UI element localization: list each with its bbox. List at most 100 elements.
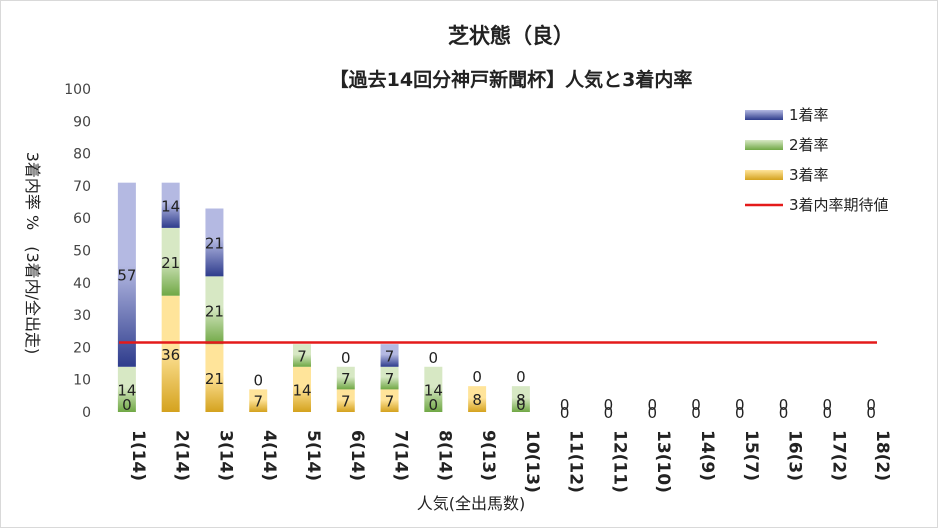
bar-segment bbox=[205, 208, 224, 277]
x-tick-label: 4(14) bbox=[259, 430, 279, 481]
data-label: 7 bbox=[385, 347, 395, 365]
data-label: 0 bbox=[691, 396, 701, 414]
x-tick-label: 5(14) bbox=[303, 430, 323, 481]
x-tick-label: 7(14) bbox=[391, 430, 411, 481]
data-label: 0 bbox=[779, 396, 789, 414]
data-label: 7 bbox=[341, 393, 351, 411]
data-label: 0 bbox=[691, 404, 701, 422]
data-label: 0 bbox=[735, 396, 745, 414]
data-label: 0 bbox=[823, 404, 833, 422]
bar-segment bbox=[336, 389, 355, 412]
data-label: 0 bbox=[253, 371, 263, 389]
data-label: 0 bbox=[604, 404, 614, 422]
x-tick-label: 17(2) bbox=[828, 430, 848, 481]
bar-segment bbox=[205, 344, 224, 412]
bar-segment bbox=[161, 227, 180, 296]
x-tick-label: 2(14) bbox=[172, 430, 192, 481]
data-label: 21 bbox=[161, 254, 180, 272]
data-label: 0 bbox=[604, 396, 614, 414]
y-tick-label: 70 bbox=[73, 179, 91, 195]
data-label: 0 bbox=[866, 396, 876, 414]
y-tick-label: 90 bbox=[73, 114, 91, 130]
data-label: 0 bbox=[560, 404, 570, 422]
x-tick-label: 8(14) bbox=[434, 430, 454, 481]
data-label: 0 bbox=[647, 404, 657, 422]
y-tick-label: 60 bbox=[73, 211, 91, 227]
data-label: 14 bbox=[424, 381, 443, 399]
bar-segment bbox=[117, 366, 136, 412]
data-label: 0 bbox=[516, 396, 526, 414]
bar-segment bbox=[511, 386, 530, 412]
data-label: 0 bbox=[735, 404, 745, 422]
y-tick-label: 50 bbox=[73, 244, 91, 260]
x-tick-label: 15(7) bbox=[741, 430, 761, 481]
bar-segment bbox=[380, 344, 399, 367]
data-label: 36 bbox=[161, 346, 180, 364]
data-label: 0 bbox=[429, 396, 439, 414]
legend-swatch bbox=[745, 140, 783, 150]
y-tick-label: 80 bbox=[73, 147, 91, 163]
bar-segment bbox=[161, 182, 180, 228]
data-label: 0 bbox=[429, 349, 439, 367]
x-tick-label: 18(2) bbox=[872, 430, 892, 481]
x-tick-label: 10(13) bbox=[522, 430, 542, 493]
x-tick-label: 13(10) bbox=[653, 430, 673, 493]
data-label: 7 bbox=[385, 370, 395, 388]
data-label: 8 bbox=[516, 391, 526, 409]
x-tick-label: 16(3) bbox=[785, 430, 805, 481]
bar-segment bbox=[161, 295, 180, 412]
x-tick-label: 9(13) bbox=[478, 430, 498, 481]
legend: 1着率 2着率 3着率 3着内率期待値 bbox=[745, 106, 889, 214]
chart-title: 芝状態（良） bbox=[448, 24, 574, 48]
bar-segment bbox=[293, 366, 311, 412]
legend-label: 3着率 bbox=[789, 166, 829, 184]
y-tick-label: 40 bbox=[73, 276, 91, 292]
data-label: 0 bbox=[866, 404, 876, 422]
bar-segment bbox=[293, 344, 311, 367]
y-tick-label: 30 bbox=[73, 308, 91, 324]
bar-segment bbox=[424, 366, 443, 412]
bar-segment bbox=[380, 389, 399, 412]
data-label: 7 bbox=[341, 370, 351, 388]
x-tick-label: 3(14) bbox=[215, 430, 235, 481]
data-label: 0 bbox=[779, 404, 789, 422]
data-label: 0 bbox=[122, 396, 132, 414]
data-label: 7 bbox=[297, 347, 307, 365]
data-label: 0 bbox=[823, 396, 833, 414]
data-label: 0 bbox=[647, 396, 657, 414]
y-axis-ticks: 0 10 20 30 40 50 60 70 80 90 100 bbox=[64, 82, 91, 421]
data-label: 21 bbox=[205, 234, 224, 252]
bar-segment bbox=[380, 366, 399, 390]
x-axis-title: 人気(全出馬数) bbox=[417, 494, 526, 513]
x-tick-label: 1(14) bbox=[128, 430, 148, 481]
legend-swatch bbox=[745, 170, 783, 180]
x-tick-label: 11(12) bbox=[566, 430, 586, 493]
y-tick-label: 10 bbox=[73, 373, 91, 389]
x-tick-label: 12(11) bbox=[609, 430, 629, 493]
y-tick-label: 0 bbox=[82, 405, 91, 421]
legend-label: 2着率 bbox=[789, 136, 829, 154]
x-tick-label: 6(14) bbox=[347, 430, 367, 481]
data-label: 21 bbox=[205, 370, 224, 388]
data-label: 0 bbox=[516, 368, 526, 386]
x-axis-ticks: 1(14) 2(14) 3(14) 4(14) 5(14) 6(14) 7(14) 8(14)… bbox=[128, 430, 892, 493]
bars-group bbox=[117, 182, 530, 412]
bar-segment bbox=[468, 386, 487, 412]
data-label: 57 bbox=[117, 267, 136, 285]
bar-segment bbox=[336, 366, 355, 390]
y-tick-label: 100 bbox=[64, 82, 91, 98]
data-label: 7 bbox=[385, 393, 395, 411]
data-label: 8 bbox=[472, 391, 482, 409]
legend-label: 3着内率期待値 bbox=[789, 196, 889, 214]
data-label: 0 bbox=[560, 396, 570, 414]
x-tick-label: 14(9) bbox=[697, 430, 717, 481]
legend-swatch bbox=[745, 110, 783, 120]
bar-segment bbox=[205, 276, 224, 345]
data-label: 14 bbox=[292, 381, 311, 399]
data-label: 14 bbox=[117, 381, 136, 399]
data-label: 0 bbox=[341, 349, 351, 367]
data-label: 7 bbox=[253, 393, 263, 411]
